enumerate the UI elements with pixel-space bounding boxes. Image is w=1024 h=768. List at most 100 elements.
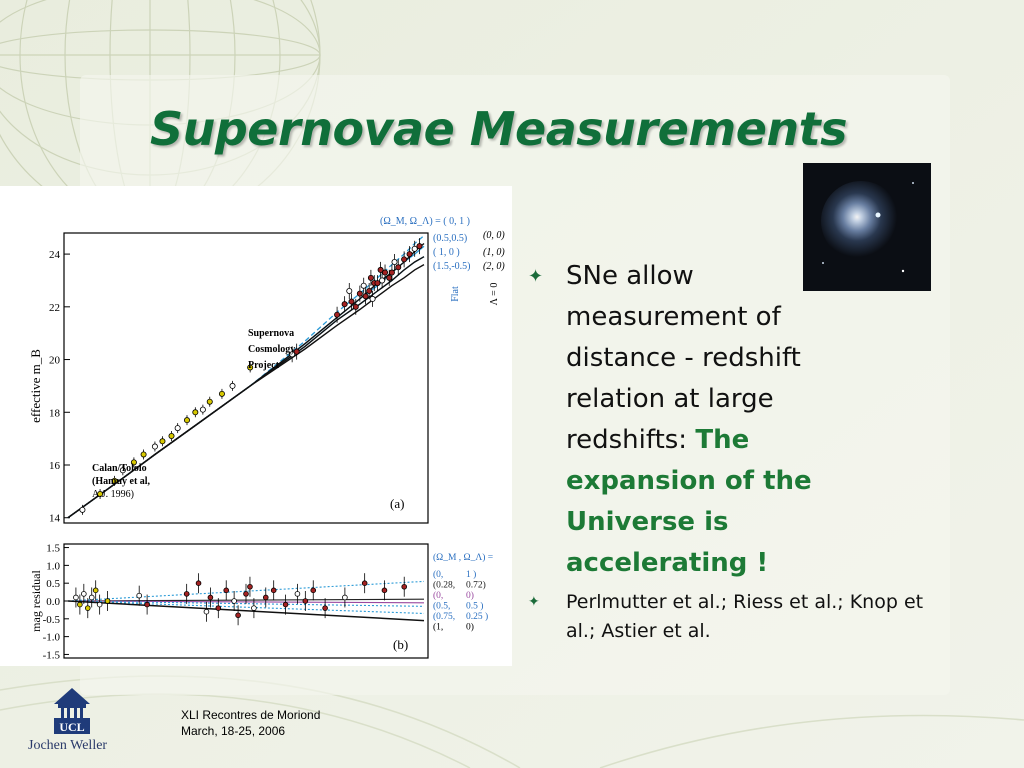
star-bullet-icon: ✦	[528, 594, 540, 610]
b-legend-om: (0,	[433, 590, 443, 601]
legend-a-blue-2: ( 1, 0 )	[433, 247, 460, 258]
a-highz-point	[395, 264, 402, 271]
a-lowz-point	[218, 390, 225, 397]
a-highz-point	[293, 348, 300, 355]
b-legend-ol: 0)	[466, 622, 474, 633]
b-point	[322, 605, 328, 611]
a-ytick-label: 24	[49, 249, 61, 261]
a-highz-point	[348, 298, 355, 305]
b-point	[381, 587, 388, 594]
b-point	[207, 594, 214, 601]
b-point	[104, 598, 111, 604]
a-highz-point	[379, 277, 386, 284]
ucl-logo-text: UCL	[59, 720, 84, 734]
a-highz-point	[386, 274, 393, 281]
b-point	[342, 594, 348, 601]
a-highz-point	[346, 288, 353, 295]
bullet-1: ✦ SNe allow measurement of distance - re…	[528, 256, 818, 584]
calan-label-1: Calan/Tololo	[92, 463, 147, 474]
a-highz-point	[391, 259, 398, 266]
a-lowz-point	[247, 364, 254, 371]
b-point	[73, 594, 79, 601]
b-point	[223, 587, 230, 594]
panel-a: 14 16 18 20 22 24 effective m_B (a) Supernova…	[28, 216, 505, 525]
b-legend-ol: 0.25 )	[466, 611, 488, 622]
bullet-2-text: Perlmutter et al.; Riess et al.; Knop et…	[566, 591, 924, 642]
a-lowz-point	[97, 490, 104, 497]
a-highz-point	[289, 351, 296, 358]
b-ytick-label: 1.5	[46, 543, 60, 555]
panel-b-yticks: 1.5 1.0 0.5 0.0 -0.5 -1.0 -1.5	[43, 543, 69, 661]
hubble-diagram-figure: 14 16 18 20 22 24 effective m_B (a) Supernova…	[0, 186, 512, 666]
a-highz-point	[411, 245, 418, 252]
b-point	[195, 580, 202, 586]
b-point	[401, 583, 408, 590]
a-highz-point	[352, 303, 359, 310]
b-ytick-label: 0.0	[46, 596, 60, 608]
legend-a-blue-3: (1.5,-0.5)	[433, 261, 471, 272]
panel-b: 1.5 1.0 0.5 0.0 -0.5 -1.0 -1.5 mag residual (b…	[29, 543, 493, 662]
a-ytick-label: 14	[49, 513, 61, 525]
a-lowz-point	[159, 438, 166, 445]
slide-title: Supernovae Measurements	[150, 102, 848, 156]
a-lowz-point	[130, 459, 137, 466]
b-point	[302, 598, 309, 604]
footer-line-1: XLI Recontres de Moriond	[181, 708, 321, 722]
calan-label-2: (Hamuy et al,	[92, 476, 151, 487]
a-highz-point	[367, 274, 374, 281]
a-highz-point	[362, 293, 369, 300]
calan-label-3: A.J. 1996)	[92, 489, 134, 500]
b-point	[231, 598, 237, 604]
a-highz-point	[382, 269, 389, 276]
b-point	[144, 601, 150, 608]
legend-b-header: (Ω_M , Ω_Λ) =	[433, 552, 493, 563]
legend-a-header: (Ω_M, Ω_Λ) = ( 0, 1 )	[380, 216, 470, 227]
panel-b-legend: (0, 1 ) (0.28, 0.72) (0, 0) (0.5, 0.5 ) (0.75, 0.…	[433, 569, 488, 633]
b-ytick-label: 0.5	[46, 578, 60, 590]
a-lowz-point	[229, 382, 236, 389]
b-point	[270, 587, 277, 594]
a-curve-5	[67, 263, 425, 519]
b-point	[92, 587, 99, 594]
galaxy-photo	[803, 163, 931, 291]
a-highz-point	[388, 269, 395, 276]
a-highz-point	[406, 251, 413, 258]
b-point	[262, 594, 269, 601]
b-point	[88, 594, 95, 601]
legend-a-lambda: Λ = 0	[489, 283, 500, 306]
b-ytick-label: 1.0	[46, 560, 60, 572]
a-lowz-point	[174, 425, 181, 432]
a-lowz-point	[199, 406, 206, 413]
b-point	[77, 601, 83, 608]
a-highz-point	[360, 282, 367, 289]
ucl-logo: UCL	[54, 688, 90, 734]
a-lowz-point	[140, 451, 147, 458]
footer: XLI Recontres de Moriond March, 18-25, 2…	[181, 707, 320, 739]
scp-label-1: Supernova	[248, 328, 294, 339]
a-ytick-label: 16	[49, 460, 61, 472]
a-ytick-label: 20	[49, 355, 61, 367]
bullet-2: ✦ Perlmutter et al.; Riess et al.; Knop …	[528, 588, 948, 646]
b-legend-ol: 1 )	[466, 569, 476, 580]
panel-a-ylabel: effective m_B	[28, 349, 43, 423]
a-lowz-point	[79, 506, 86, 513]
b-legend-om: (0,	[433, 569, 443, 580]
b-ytick-label: -0.5	[43, 614, 61, 626]
b-point	[183, 591, 190, 597]
b-model-line-5	[67, 600, 425, 622]
b-ytick-label: -1.5	[43, 649, 61, 661]
b-point	[282, 601, 289, 608]
legend-a-black-1: (0, 0)	[483, 230, 505, 241]
b-legend-om: (0.5,	[433, 601, 450, 612]
b-point	[203, 608, 210, 615]
b-legend-om: (0.28,	[433, 580, 455, 591]
legend-a-flat: Flat	[450, 286, 461, 302]
bullet-1-body: SNe allow measurement of distance - reds…	[566, 261, 801, 455]
star-bullet-icon: ✦	[528, 266, 544, 287]
panel-a-label: (a)	[390, 496, 404, 511]
b-point	[136, 592, 143, 599]
a-lowz-point	[151, 443, 158, 450]
a-highz-point	[401, 256, 408, 263]
footer-line-2: March, 18-25, 2006	[181, 724, 286, 738]
bullet-1-text: SNe allow measurement of distance - reds…	[566, 256, 818, 584]
